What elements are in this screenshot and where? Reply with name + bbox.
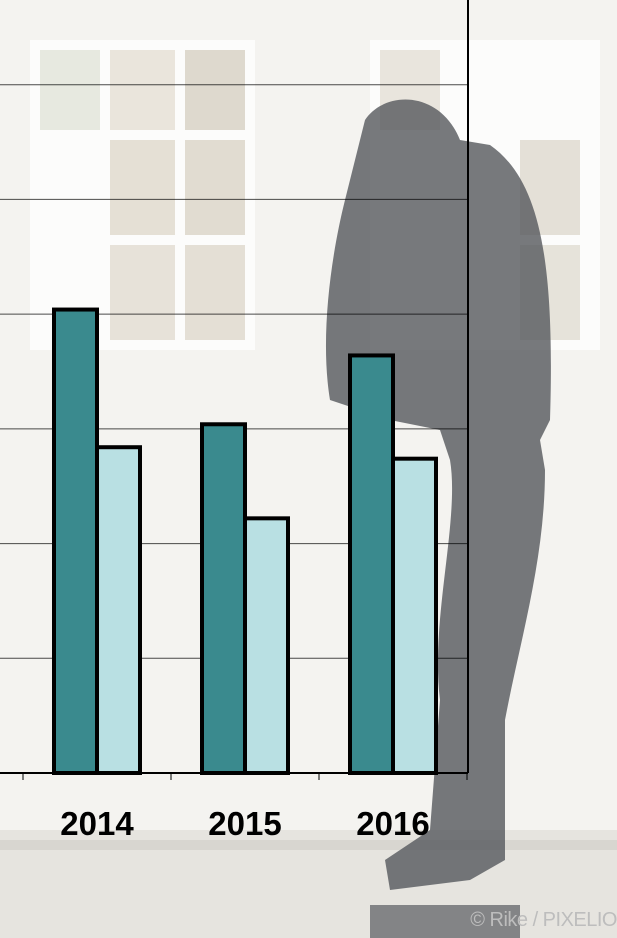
- axes: [0, 0, 469, 780]
- bar-2015-series-1: [200, 422, 247, 775]
- bar-2014-series-2: [95, 445, 142, 775]
- bar-2016-series-1: [348, 353, 395, 775]
- photo-credit: © Rike / PIXELIO: [470, 909, 617, 931]
- tick-labels: 2014 2015 2016: [60, 805, 429, 842]
- bar-2014-series-1: [52, 307, 99, 775]
- x-tick-label-2016: 2016: [356, 805, 429, 842]
- bar-2015-series-2: [243, 516, 290, 775]
- x-tick-label-2014: 2014: [60, 805, 134, 842]
- bars: [52, 307, 438, 775]
- x-tick-label-2015: 2015: [208, 805, 281, 842]
- bar-2016-series-2: [391, 456, 438, 775]
